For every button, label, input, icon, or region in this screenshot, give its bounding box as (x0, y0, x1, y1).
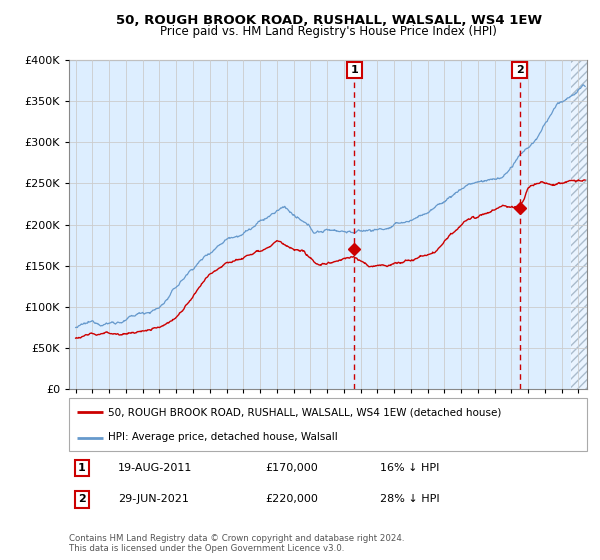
Text: 2: 2 (516, 65, 523, 75)
FancyBboxPatch shape (69, 398, 587, 451)
Text: £220,000: £220,000 (266, 494, 319, 505)
Text: 19-AUG-2011: 19-AUG-2011 (118, 463, 193, 473)
Text: 1: 1 (78, 463, 86, 473)
Text: 28% ↓ HPI: 28% ↓ HPI (380, 494, 439, 505)
Bar (571, 60, 600, 389)
Text: 16% ↓ HPI: 16% ↓ HPI (380, 463, 439, 473)
Text: 29-JUN-2021: 29-JUN-2021 (118, 494, 189, 505)
Text: Price paid vs. HM Land Registry's House Price Index (HPI): Price paid vs. HM Land Registry's House … (160, 25, 497, 38)
Bar (571, 60, 600, 389)
Text: 50, ROUGH BROOK ROAD, RUSHALL, WALSALL, WS4 1EW: 50, ROUGH BROOK ROAD, RUSHALL, WALSALL, … (116, 14, 542, 27)
Text: £170,000: £170,000 (266, 463, 319, 473)
Text: Contains HM Land Registry data © Crown copyright and database right 2024.
This d: Contains HM Land Registry data © Crown c… (69, 534, 404, 553)
Text: 2: 2 (78, 494, 86, 505)
Text: HPI: Average price, detached house, Walsall: HPI: Average price, detached house, Wals… (108, 432, 338, 442)
Text: 1: 1 (350, 65, 358, 75)
Text: 50, ROUGH BROOK ROAD, RUSHALL, WALSALL, WS4 1EW (detached house): 50, ROUGH BROOK ROAD, RUSHALL, WALSALL, … (108, 408, 501, 418)
